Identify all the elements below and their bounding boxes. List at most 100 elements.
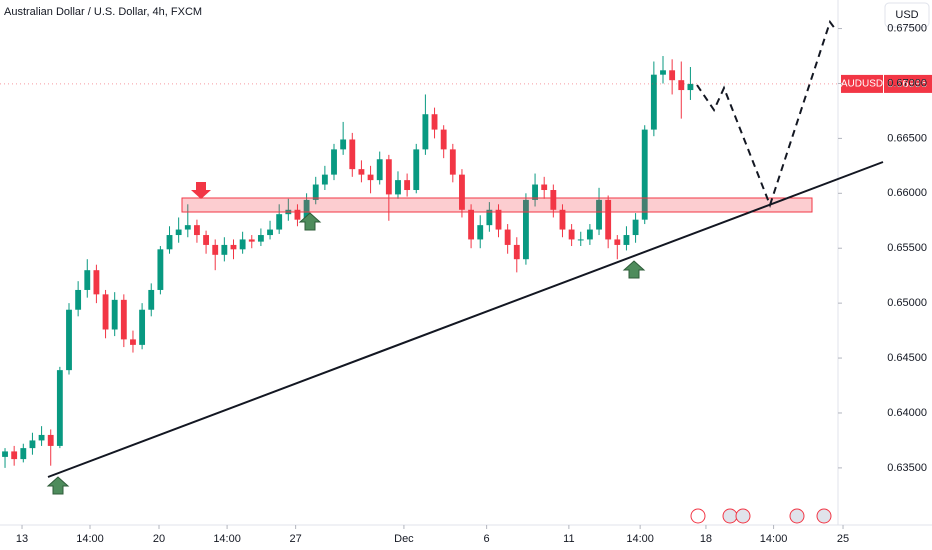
candle-body [614,239,621,245]
candle-body [212,244,219,255]
chart-title: Australian Dollar / U.S. Dollar, 4h, FXC… [4,6,202,18]
event-icon [789,508,805,524]
candle-body [194,225,200,236]
candle-body [532,184,538,200]
currency-label[interactable]: USD [895,9,918,21]
candle-body [230,244,237,250]
candle-body [395,180,401,195]
resistance-zone [181,197,813,213]
candle-body [148,289,155,310]
candle-body [267,229,273,236]
x-tick-label: 13 [16,533,28,545]
candle-body [632,219,639,236]
x-tick-label: 14:00 [76,533,104,545]
x-tick-label: 14:00 [213,533,241,545]
candle-body [596,199,602,230]
candle-body [586,229,593,240]
x-tick-label: 14:00 [626,533,654,545]
candle-body [431,114,438,130]
candle-body [459,174,465,210]
candle-body [166,235,173,250]
candle-body [358,169,365,175]
candle-body [687,83,694,91]
symbol-label: AUDUSD [841,79,883,90]
up-arrow [298,212,322,231]
candle-body [276,214,283,230]
candle-body [321,174,328,185]
candle-body [367,174,374,181]
price-tag [884,74,932,93]
x-tick-label: Dec [394,533,414,545]
y-tick-label: 0.66000 [887,187,927,199]
candle-body [157,249,164,290]
candle-body [340,139,347,150]
candle-body [349,139,356,170]
candle-body [577,239,584,241]
y-tick-label: 0.65000 [887,297,927,309]
candle-body [513,244,520,260]
candle-body [385,159,392,195]
candle-body [550,190,557,210]
x-tick-label: 27 [290,533,302,545]
event-icon [735,508,751,524]
candle-body [522,199,529,260]
down-arrow [191,182,211,199]
candle-body [605,199,612,240]
symbol-tag [841,74,883,93]
candle-body [376,159,383,181]
currency-button[interactable] [884,2,930,28]
projection-path [696,19,837,208]
candle-body [239,239,246,250]
candle-body [641,129,648,220]
candle-body [312,184,319,200]
candle-body [221,244,228,255]
candle-body [294,209,301,220]
candle-body [623,235,630,245]
event-icon [722,508,738,524]
candle-body [84,270,91,290]
y-tick-label: 0.64000 [887,407,927,419]
candle-body [303,199,310,220]
candle-body [120,299,127,340]
x-tick-label: 6 [484,533,490,545]
candle-body [413,149,420,191]
candle-body [422,114,429,150]
candle-body [66,309,72,371]
candle-body [130,339,136,345]
up-arrow [622,260,646,279]
last-price-tag: AUDUSD 0.66996 [0,74,932,93]
y-tick-label: 0.67500 [887,22,927,34]
candle-body [650,74,657,130]
y-tick-label: 0.64500 [887,352,927,364]
candle-body [11,451,18,460]
candle-body [47,434,54,446]
up-arrow [46,476,70,495]
candles [2,56,694,468]
candle-body [486,209,493,226]
candle-body [139,309,146,345]
candle-body [38,434,45,441]
y-tick-label: 0.67000 [887,77,927,89]
candle-body [468,209,475,240]
candle-body [175,229,182,236]
x-tick-label: 18 [700,533,712,545]
candle-body [331,149,337,175]
x-tick-label: 20 [153,533,165,545]
candle-body [203,235,209,245]
x-tick-label: 25 [837,533,849,545]
candle-body [248,239,255,242]
candle-body [93,270,100,295]
candle-body [404,180,411,191]
y-tick-label: 0.65500 [887,242,927,254]
candle-body [660,70,666,75]
candle-body [257,235,264,242]
x-tick-label: 11 [563,533,574,545]
candle-body [111,299,118,330]
price-label: 0.66996 [887,78,927,90]
candle-body [184,225,191,230]
trendline [47,161,884,478]
candle-body [559,209,566,230]
candle-body [504,229,511,245]
